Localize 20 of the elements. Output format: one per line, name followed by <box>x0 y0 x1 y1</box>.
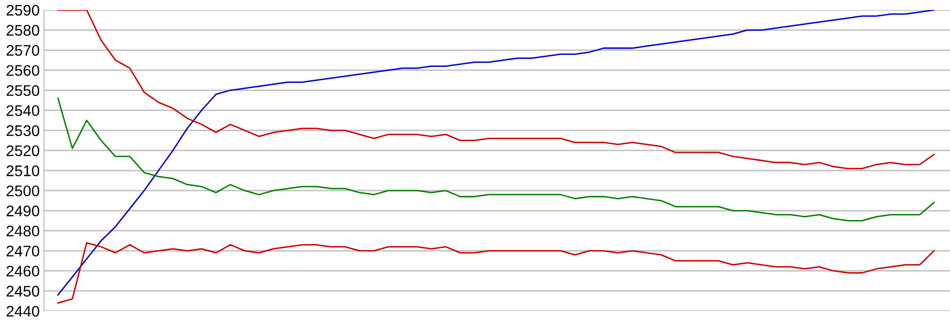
y-tick-label: 2440 <box>6 306 40 317</box>
y-tick-label: 2500 <box>6 185 40 196</box>
y-tick-label: 2560 <box>6 65 40 76</box>
y-tick-label: 2580 <box>6 24 40 36</box>
y-tick-label: 2450 <box>6 286 40 297</box>
y-tick-label: 2460 <box>6 266 40 277</box>
line-series <box>57 10 935 170</box>
y-tick-label: 2570 <box>6 45 40 56</box>
y-tick-label: 2540 <box>6 105 40 116</box>
y-tick-label: 2590 <box>6 4 40 16</box>
y-tick-label: 2510 <box>6 165 40 176</box>
line-series <box>57 10 935 296</box>
y-tick-label: 2550 <box>6 85 40 96</box>
y-tick-label: 2470 <box>6 246 40 256</box>
y-tick-label: 2520 <box>6 145 40 156</box>
line-series <box>57 242 935 304</box>
line-series <box>57 98 935 222</box>
y-tick-label: 2530 <box>6 125 40 136</box>
y-tick-label: 2480 <box>6 226 40 236</box>
y-tick-label: 2490 <box>6 206 40 216</box>
